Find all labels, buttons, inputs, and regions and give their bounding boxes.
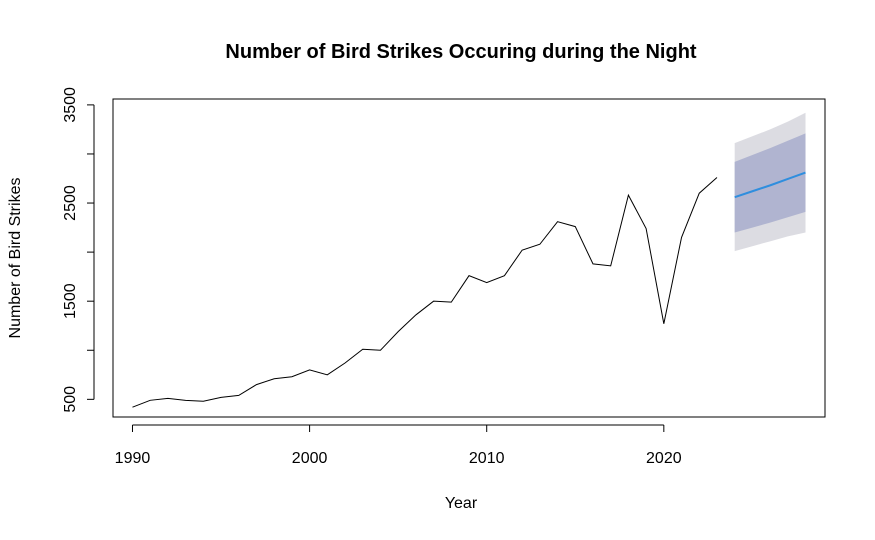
x-tick-label: 1990: [115, 450, 151, 467]
plot-border: [112, 98, 826, 418]
x-axis: 1990 2000 2010 2020: [115, 424, 682, 467]
x-tick-label: 2000: [292, 450, 328, 467]
x-tick-label: 2010: [469, 450, 505, 467]
y-axis-label: Number of Bird Strikes: [7, 178, 24, 339]
y-tick-label: 1500: [62, 283, 79, 319]
forecast-mean-line: [734, 171, 806, 199]
x-tick-label: 2020: [646, 450, 682, 467]
y-tick-label: 2500: [62, 185, 79, 221]
forecast-band-80: [734, 133, 806, 233]
y-tick-label: 500: [62, 386, 79, 413]
observed-series-line: [132, 177, 718, 408]
y-tick-label: 3500: [62, 87, 79, 123]
forecast-mean: [734, 171, 806, 199]
x-axis-label: Year: [445, 495, 478, 512]
forecast-interval-80: [734, 133, 806, 233]
chart-title: Number of Bird Strikes Occuring during t…: [225, 41, 696, 63]
y-axis: 500 1500 2500 3500: [62, 87, 95, 413]
observed-line: [132, 177, 718, 408]
